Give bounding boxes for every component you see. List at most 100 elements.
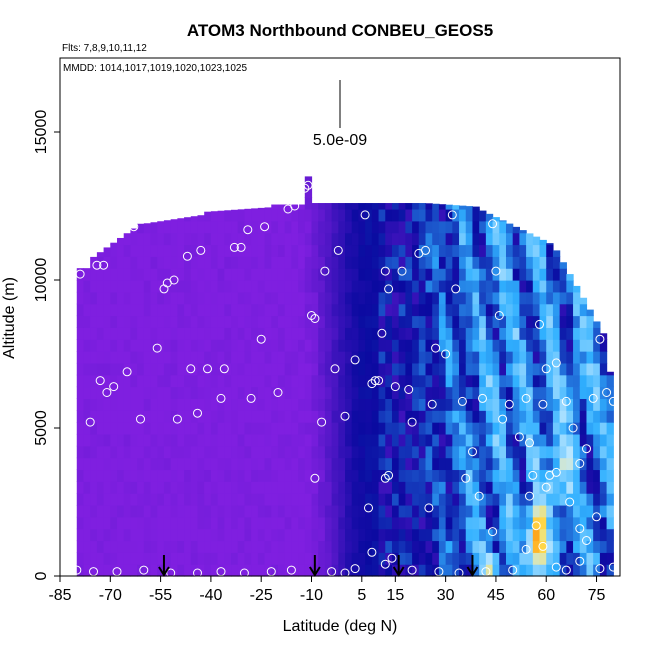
heatmap-cell [391, 410, 400, 423]
heatmap-cell [83, 386, 91, 399]
heatmap-cell [284, 374, 292, 388]
observation-point [514, 432, 524, 442]
heatmap-cell [244, 540, 252, 553]
heatmap-cell [345, 552, 353, 565]
heatmap-cell [157, 457, 165, 471]
heatmap-cell [110, 362, 118, 376]
heatmap-cell [304, 362, 313, 376]
heatmap-cell [264, 564, 272, 577]
heatmap-cell [143, 386, 152, 399]
heatmap-cell [210, 552, 219, 565]
heatmap-cell [204, 422, 212, 435]
heatmap-cell [559, 516, 567, 530]
heatmap-cell [210, 504, 219, 518]
heatmap-cell [150, 351, 158, 364]
heatmap-cell [432, 457, 440, 471]
heatmap-cell [472, 481, 480, 494]
heatmap-cell [170, 469, 178, 482]
heatmap-cell [586, 422, 594, 435]
heatmap-cell [358, 552, 366, 565]
heatmap-cell [412, 339, 420, 352]
heatmap-cell [345, 564, 353, 577]
heatmap-cell [566, 481, 574, 494]
heatmap-cell [117, 504, 125, 518]
heatmap-cell [244, 457, 252, 471]
heatmap-cell [599, 362, 608, 376]
heatmap-cell [526, 351, 534, 364]
observation-point [508, 565, 518, 575]
heatmap-cell [586, 564, 594, 577]
heatmap-cell [412, 398, 420, 411]
heatmap-cell [412, 410, 420, 423]
heatmap-cell [324, 303, 333, 317]
heatmap-cell [385, 280, 393, 293]
heatmap-cell [271, 208, 279, 222]
heatmap-cell [351, 232, 360, 246]
heatmap-cell [110, 433, 118, 447]
heatmap-cell [277, 232, 286, 246]
heatmap-cell [526, 315, 534, 328]
heatmap-cell [593, 374, 601, 388]
heatmap-cell [83, 374, 91, 388]
heatmap-cell [150, 516, 158, 530]
heatmap-cell [485, 386, 494, 399]
heatmap-cell [237, 327, 246, 340]
heatmap-cell [552, 250, 561, 257]
heatmap-cell [83, 469, 91, 482]
heatmap-cell [566, 422, 574, 435]
heatmap-cell [251, 552, 259, 565]
heatmap-cell [338, 422, 346, 435]
heatmap-cell [298, 564, 306, 577]
heatmap-cell [110, 481, 118, 494]
observation-point [431, 343, 441, 353]
heatmap-cell [593, 552, 601, 565]
heatmap-cell [311, 327, 319, 340]
heatmap-cell [566, 433, 574, 447]
heatmap-cell [224, 351, 232, 364]
heatmap-cell [271, 398, 279, 411]
heatmap-cell [472, 552, 480, 565]
heatmap-cell [385, 232, 393, 246]
heatmap-cell [204, 280, 212, 293]
heatmap-cell [184, 516, 192, 530]
heatmap-cell [204, 433, 212, 447]
heatmap-cell [96, 327, 105, 340]
heatmap-cell [559, 362, 567, 376]
heatmap-cell [479, 516, 487, 530]
heatmap-cell [371, 504, 380, 518]
heatmap-cell [244, 410, 252, 423]
heatmap-cell [83, 303, 91, 317]
heatmap-cell [197, 493, 205, 506]
heatmap-cell [385, 504, 393, 518]
heatmap-cell [338, 208, 346, 222]
heatmap-cell [257, 327, 266, 340]
heatmap-cell [465, 552, 474, 565]
heatmap-cell [284, 268, 292, 281]
heatmap-cell [472, 516, 480, 530]
observation-point [273, 388, 283, 397]
heatmap-cell [579, 481, 588, 494]
heatmap-cell [123, 244, 132, 257]
heatmap-cell [432, 315, 440, 328]
heatmap-cell [526, 327, 534, 340]
heatmap-cell [197, 268, 205, 281]
observation-point [85, 417, 95, 427]
observation-point [239, 568, 249, 578]
heatmap-cell [418, 232, 427, 246]
heatmap-cell [217, 528, 225, 542]
observation-point [169, 275, 179, 285]
heatmap-cell [298, 481, 306, 494]
heatmap-cell [385, 327, 393, 340]
heatmap-cell [163, 493, 172, 506]
heatmap-cell [304, 268, 313, 281]
heatmap-cell [579, 351, 588, 364]
heatmap-cell [130, 386, 138, 399]
heatmap-cell [512, 280, 520, 293]
heatmap-cell [83, 493, 91, 506]
heatmap-cell [499, 339, 507, 352]
heatmap-cell [492, 256, 500, 269]
heatmap-cell [130, 291, 138, 305]
heatmap-cell [130, 481, 138, 494]
heatmap-cell [237, 540, 246, 553]
heatmap-cell [358, 280, 366, 293]
